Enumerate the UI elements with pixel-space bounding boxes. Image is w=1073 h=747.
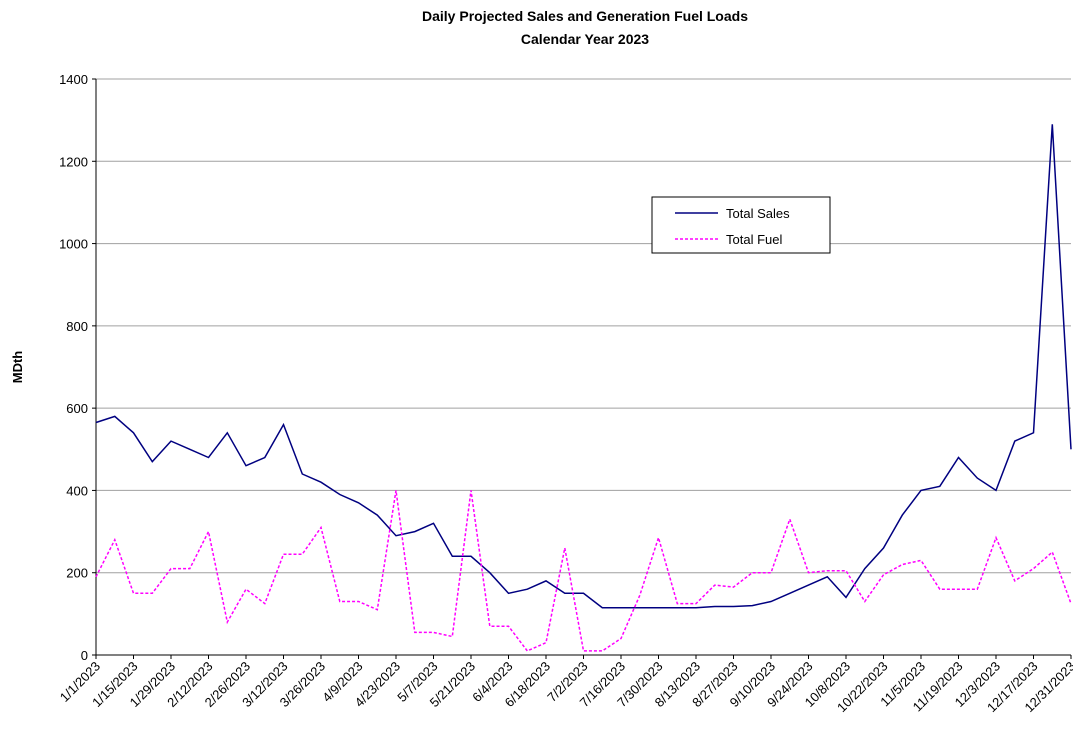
y-axis-label: MDth — [10, 351, 25, 384]
series-line — [95, 490, 1072, 652]
chart-subtitle: Calendar Year 2023 — [521, 31, 649, 47]
y-tick-label: 400 — [66, 483, 88, 498]
y-tick-label: 0 — [81, 648, 88, 663]
legend-label: Total Fuel — [726, 232, 782, 247]
series-line — [95, 124, 1072, 609]
legend-box — [651, 196, 831, 254]
y-tick-label: 1000 — [59, 237, 88, 252]
y-tick-label: 600 — [66, 401, 88, 416]
legend-label: Total Sales — [726, 206, 790, 221]
y-tick-label: 1400 — [59, 72, 88, 87]
y-tick-label: 800 — [66, 319, 88, 334]
y-tick-label: 200 — [66, 566, 88, 581]
chart-title: Daily Projected Sales and Generation Fue… — [422, 8, 748, 24]
y-tick-label: 1200 — [59, 154, 88, 169]
